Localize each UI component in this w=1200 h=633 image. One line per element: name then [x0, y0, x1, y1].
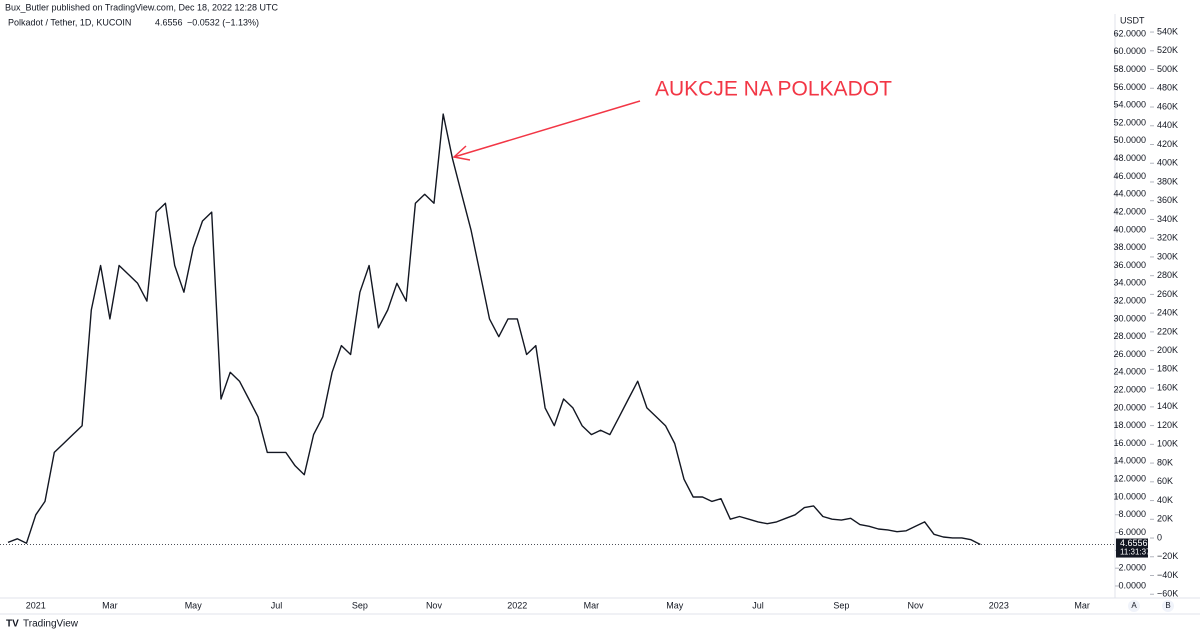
- y-tick-label: 42.0000: [1113, 206, 1146, 216]
- y-tick-label: 10.0000: [1113, 491, 1146, 501]
- y-tick-label: 58.0000: [1113, 64, 1146, 74]
- y-tick-label: 38.0000: [1113, 242, 1146, 252]
- y2-tick-label: 200K: [1157, 345, 1178, 355]
- y2-tick-label: 340K: [1157, 214, 1178, 224]
- y-tick-label: 24.0000: [1113, 367, 1146, 377]
- x-tick-label: Nov: [907, 600, 924, 610]
- y-tick-label: 40.0000: [1113, 224, 1146, 234]
- x-tick-label: 2021: [26, 600, 46, 610]
- y-tick-label: 60.0000: [1113, 46, 1146, 56]
- scale-button[interactable]: [1128, 600, 1140, 612]
- y2-tick-label: 240K: [1157, 308, 1178, 318]
- y-tick-label: 20.0000: [1113, 402, 1146, 412]
- logo-mark: TV: [6, 619, 19, 630]
- y-tick-label: 26.0000: [1113, 349, 1146, 359]
- y-tick-label: 12.0000: [1113, 474, 1146, 484]
- y2-tick-label: 180K: [1157, 364, 1178, 374]
- header: Bux_Butler published on TradingView.com,…: [5, 2, 278, 12]
- y-tick-label: 18.0000: [1113, 420, 1146, 430]
- y-tick-label: 32.0000: [1113, 295, 1146, 305]
- y-tick-label: 22.0000: [1113, 385, 1146, 395]
- y-tick-label: 56.0000: [1113, 82, 1146, 92]
- y2-tick-label: 540K: [1157, 26, 1178, 36]
- y-tick-label: 0.0000: [1118, 580, 1146, 590]
- y2-tick-label: 120K: [1157, 420, 1178, 430]
- x-tick-label: Sep: [352, 600, 368, 610]
- y2-tick-label: 20K: [1157, 514, 1173, 524]
- annotation: AUKCJE NA POLKADOT: [655, 78, 892, 101]
- y2-tick-label: 320K: [1157, 233, 1178, 243]
- currency-label: USDT: [1120, 15, 1145, 25]
- y2-tick-label: 80K: [1157, 457, 1173, 467]
- x-tick-label: Sep: [833, 600, 849, 610]
- y2-tick-label: 0: [1157, 532, 1162, 542]
- legend-change: −0.0532 (−1.13%): [187, 17, 259, 27]
- y-tick-label: 48.0000: [1113, 153, 1146, 163]
- scale-button-label[interactable]: B: [1165, 601, 1170, 610]
- footer: TradingView: [23, 619, 79, 630]
- last-price-label: 4.6556: [1120, 538, 1148, 548]
- y-tick-label: 2.0000: [1118, 563, 1146, 573]
- y2-tick-label: −60K: [1157, 589, 1178, 599]
- legend-price: 4.6556: [155, 17, 183, 27]
- x-tick-label: 2023: [989, 600, 1009, 610]
- y2-tick-label: 280K: [1157, 270, 1178, 280]
- y-tick-label: 6.0000: [1118, 527, 1146, 537]
- y2-tick-label: 480K: [1157, 83, 1178, 93]
- x-tick-label: Nov: [426, 600, 443, 610]
- y2-tick-label: 380K: [1157, 176, 1178, 186]
- scale-button[interactable]: [1162, 600, 1174, 612]
- y2-tick-label: 40K: [1157, 495, 1173, 505]
- y-tick-label: 62.0000: [1113, 28, 1146, 38]
- y2-tick-label: 260K: [1157, 289, 1178, 299]
- y-tick-label: 36.0000: [1113, 260, 1146, 270]
- annotation-arrow: [453, 100, 641, 158]
- annotation-arrowhead: [452, 145, 471, 161]
- y2-tick-label: 520K: [1157, 45, 1178, 55]
- y-tick-label: 30.0000: [1113, 313, 1146, 323]
- y2-tick-label: 160K: [1157, 382, 1178, 392]
- y2-tick-label: 420K: [1157, 139, 1178, 149]
- y-tick-label: 54.0000: [1113, 100, 1146, 110]
- y2-tick-label: 500K: [1157, 64, 1178, 74]
- last-price-box: [1116, 538, 1148, 558]
- x-tick-label: Jul: [752, 600, 764, 610]
- y2-tick-label: −40K: [1157, 570, 1178, 580]
- x-tick-label: May: [185, 600, 203, 610]
- legend-symbol: Polkadot / Tether, 1D, KUCOIN: [8, 17, 131, 27]
- scale-button-label[interactable]: A: [1131, 601, 1137, 610]
- y2-tick-label: 140K: [1157, 401, 1178, 411]
- y2-tick-label: 220K: [1157, 326, 1178, 336]
- y2-tick-label: 60K: [1157, 476, 1173, 486]
- y-tick-label: 8.0000: [1118, 509, 1146, 519]
- y2-tick-label: 100K: [1157, 439, 1178, 449]
- y2-tick-label: 400K: [1157, 158, 1178, 168]
- footer-logo: TV: [6, 619, 19, 630]
- x-tick-label: 2022: [507, 600, 527, 610]
- y2-tick-label: −20K: [1157, 551, 1178, 561]
- y-tick-label: 28.0000: [1113, 331, 1146, 341]
- y2-tick-label: 460K: [1157, 101, 1178, 111]
- y-tick-label: 16.0000: [1113, 438, 1146, 448]
- x-tick-label: Mar: [584, 600, 600, 610]
- countdown-label: 11:31:37: [1120, 548, 1151, 557]
- x-tick-label: Jul: [271, 600, 283, 610]
- y2-tick-label: 300K: [1157, 251, 1178, 261]
- x-tick-label: May: [666, 600, 684, 610]
- y2-tick-label: 360K: [1157, 195, 1178, 205]
- x-tick-label: Mar: [102, 600, 118, 610]
- price-line: [7, 113, 981, 546]
- y2-tick-label: 440K: [1157, 120, 1178, 130]
- y-tick-label: 46.0000: [1113, 171, 1146, 181]
- y-tick-label: 44.0000: [1113, 189, 1146, 199]
- y-tick-label: 50.0000: [1113, 135, 1146, 145]
- y-tick-label: 52.0000: [1113, 117, 1146, 127]
- y-tick-label: 34.0000: [1113, 278, 1146, 288]
- x-tick-label: Mar: [1074, 600, 1090, 610]
- y-tick-label: 14.0000: [1113, 456, 1146, 466]
